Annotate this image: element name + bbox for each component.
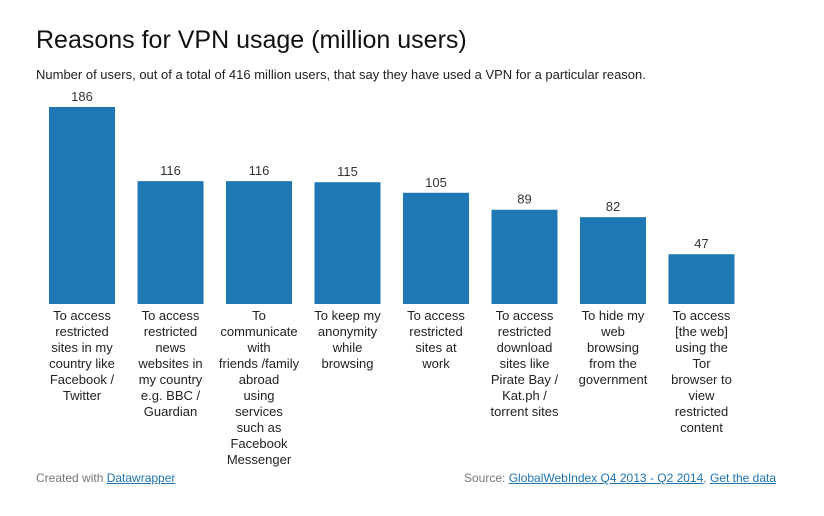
bar-value-label: 186 <box>71 89 93 104</box>
bar-value-label: 115 <box>337 164 358 179</box>
chart-subtitle: Number of users, out of a total of 416 m… <box>36 67 646 82</box>
get-the-data-link[interactable]: Get the data <box>709 471 776 485</box>
category-label: To communicate with friends /family abroad us… <box>219 308 300 467</box>
bar <box>491 209 558 304</box>
bar <box>403 192 469 304</box>
bar-value-label: 105 <box>425 175 447 190</box>
bar <box>668 254 735 304</box>
bar-value-label: 89 <box>517 192 531 207</box>
category-label: To access restricted sites in my country li… <box>49 308 115 403</box>
credit-footer: Created with Datawrapper <box>36 471 175 485</box>
category-label: To keep my anonymity while browsing <box>314 308 381 371</box>
bar-chart: 186 To access restricted sites in my country… <box>49 89 735 467</box>
source-footer: Source: GlobalWebIndex Q4 2013 - Q2 2014… <box>464 471 776 485</box>
category-label: To access restricted download sites like Pir… <box>491 308 559 419</box>
credit-prefix: Created with <box>36 471 107 485</box>
bar <box>137 181 204 304</box>
category-label: To hide my web browsing from the government <box>579 308 648 387</box>
bar-value-label: 82 <box>606 199 620 214</box>
category-label: To access restricted sites at work <box>407 308 465 371</box>
bar-value-label: 116 <box>160 163 181 178</box>
bar <box>580 217 646 304</box>
bar <box>314 182 381 304</box>
source-prefix: Source: <box>464 471 509 485</box>
category-label: To access restricted news websites in my cou… <box>137 308 202 419</box>
bar <box>49 107 115 304</box>
chart-title: Reasons for VPN usage (million users) <box>36 26 467 54</box>
bar <box>226 181 292 304</box>
bar-value-label: 116 <box>249 163 270 178</box>
source-link[interactable]: GlobalWebIndex Q4 2013 - Q2 2014 <box>508 471 704 485</box>
datawrapper-link[interactable]: Datawrapper <box>106 471 176 485</box>
bar-value-label: 47 <box>694 236 708 251</box>
source-separator: , <box>703 471 710 485</box>
category-label: To access [the web] using the Tor browser to… <box>671 308 732 435</box>
